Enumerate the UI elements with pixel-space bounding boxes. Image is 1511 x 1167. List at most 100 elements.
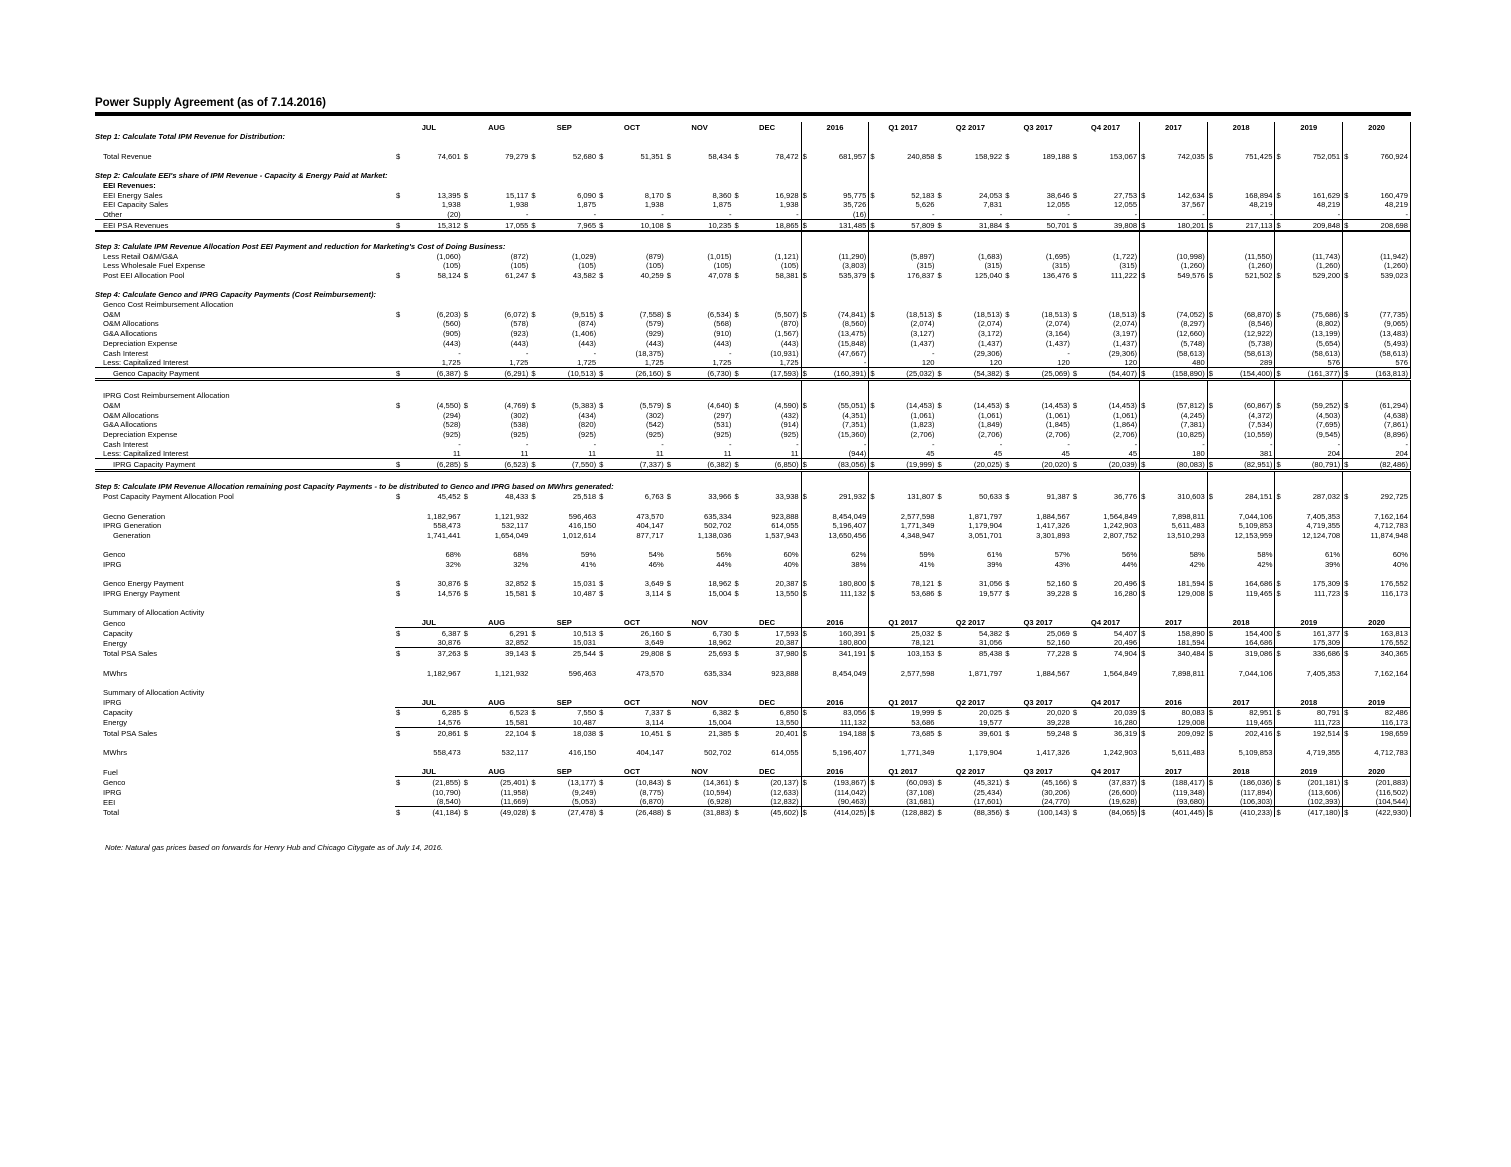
data-row: MWhrs 1,182,967 1,121,932 596,463 473,570 635… (95, 667, 1411, 678)
cell (937, 170, 1005, 180)
empty-cell (395, 757, 463, 767)
dollar-sign: $ (802, 728, 807, 738)
cell: 5,626 (915, 200, 935, 210)
cell: $31,056 (937, 579, 1003, 589)
cell: $19,999 (870, 708, 935, 718)
cell: (11,550) (1207, 250, 1276, 261)
cell: (443) (780, 338, 799, 348)
dollar-sign: $ (1141, 368, 1146, 378)
cell (1207, 607, 1276, 618)
dollar-sign: $ (1344, 460, 1349, 470)
cell: $40,259 (599, 271, 664, 280)
cell: 35,726 (800, 199, 870, 210)
row-label: EEI (103, 797, 116, 807)
cell: (8,775) (639, 787, 664, 797)
cell: 52,160 (1046, 638, 1070, 648)
cell: $ (54,382) (936, 367, 1005, 381)
cell: 480 (1139, 357, 1208, 368)
dollar-sign: $ (802, 220, 807, 230)
cell: 20,387 (775, 638, 799, 648)
cell: $57,809 (868, 218, 937, 232)
cell: $ (18,513) (1005, 309, 1070, 319)
cell (1342, 241, 1411, 251)
cell: $30,876 (396, 579, 461, 589)
cell: $20,401 (733, 726, 802, 738)
dollar-sign: $ (463, 628, 468, 638)
cell: $160,391 (800, 627, 870, 638)
cell (869, 608, 937, 618)
dollar-sign: $ (870, 271, 875, 280)
empty-cell (1004, 540, 1072, 550)
cell: 15,004 (708, 717, 732, 727)
cell: $13,550 (734, 589, 799, 598)
cell: 381 (1207, 448, 1276, 459)
dollar-sign: $ (802, 778, 807, 788)
dollar-sign: $ (666, 778, 672, 788)
cell: $7,965 (530, 218, 599, 232)
cell: $529,200 (1274, 270, 1344, 280)
cell (1071, 289, 1141, 300)
dollar-sign: $ (1005, 460, 1010, 470)
dollar-sign: $ (599, 808, 604, 818)
dollar-sign: $ (734, 460, 739, 470)
cell: 1,771,349 (900, 521, 935, 531)
cell: 129,008 (1139, 717, 1208, 728)
cell (1071, 170, 1141, 181)
empty-cell (395, 598, 463, 608)
cell (733, 687, 801, 697)
empty-cell (95, 738, 395, 748)
cell: (10,594) (703, 787, 732, 797)
dollar-sign: $ (734, 190, 739, 200)
empty-cell (800, 280, 870, 290)
data-row: Cash Interest - - - (18,375) - (10,931) (47,667… (95, 347, 1411, 358)
empty-cell (869, 379, 937, 390)
cell: $20,025 (937, 708, 1003, 718)
cell (1004, 299, 1072, 309)
data-row: EEI Energy Sales $13,395 $15,117 $6,090 $8,1… (95, 189, 1411, 200)
column-header: JUL (395, 617, 463, 629)
empty-cell (800, 470, 870, 482)
cell (1004, 132, 1072, 142)
cell: (443) (713, 338, 732, 348)
cell: $74,601 (396, 151, 461, 161)
footnote: Note: Natural gas prices based on forwar… (105, 843, 444, 852)
cell: $549,576 (1139, 270, 1208, 280)
cell: 176,552 (1342, 637, 1411, 648)
cell: (11,942) (1342, 250, 1411, 261)
cell: 4,719,355 (1274, 520, 1344, 531)
row-label: IPRG Generation (103, 521, 162, 531)
cell: $ (6,534) (666, 309, 732, 319)
cell: $111,222 (1071, 270, 1141, 280)
dollar-sign: $ (1208, 579, 1214, 589)
empty-cell (733, 141, 801, 151)
cell: (925) (578, 430, 597, 439)
cell: $39,601 (936, 726, 1005, 738)
column-header-row: Fuel JUL AUG SEP OCT NOV DEC 2016 Q1 2017 Q2 2017… (95, 766, 1411, 778)
empty-cell (1342, 568, 1411, 579)
cell: 5,109,853 (1207, 520, 1276, 531)
row-label: Genco (103, 618, 126, 628)
empty-cell (666, 598, 734, 608)
cell: (568) (713, 319, 732, 329)
cell: (929) (646, 329, 664, 339)
empty-cell (1274, 539, 1344, 550)
cell: 473,570 (636, 511, 664, 521)
cell (1139, 607, 1208, 618)
dollar-sign: $ (870, 400, 875, 410)
dollar-sign: $ (396, 460, 401, 470)
cell: 53,686 (911, 717, 935, 727)
empty-cell (395, 141, 463, 151)
cell: $158,890 (1139, 627, 1208, 638)
cell: $10,487 (531, 589, 597, 598)
cell: 2,807,752 (1071, 530, 1141, 540)
cell: 12,124,708 (1274, 530, 1344, 540)
cell: $ (417,180) (1274, 806, 1344, 818)
cell: $521,502 (1207, 270, 1276, 280)
cell: 56% (716, 550, 732, 560)
dollar-sign: $ (1072, 808, 1078, 818)
empty-cell (395, 501, 463, 511)
cell: $ (128,882) (868, 806, 937, 818)
cell: $ (7,550) (530, 458, 599, 473)
dollar-sign: $ (666, 589, 672, 598)
data-row: O&M $ (4,550) $ (4,769) $ (5,383) $ (5,579) $ (4,6… (95, 400, 1411, 410)
